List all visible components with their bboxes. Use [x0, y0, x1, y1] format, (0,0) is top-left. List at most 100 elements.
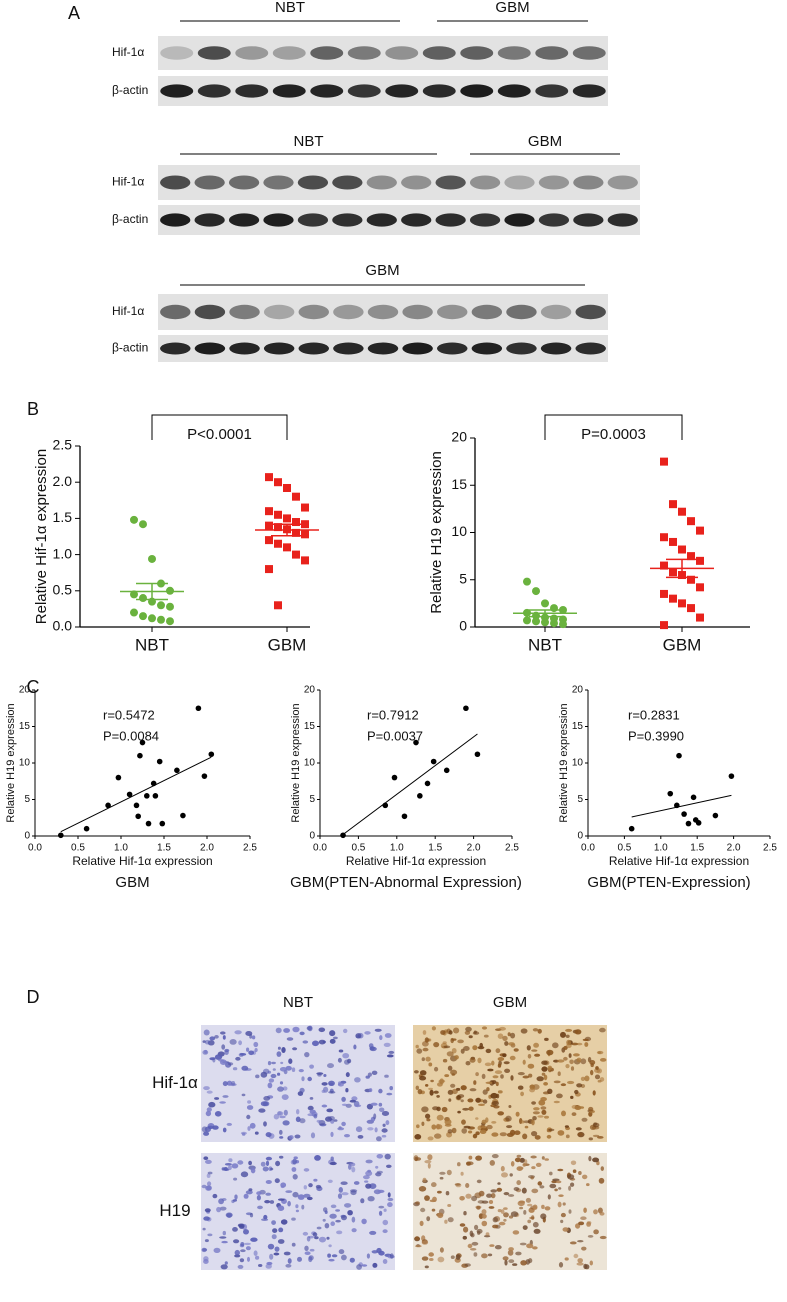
cell — [502, 1035, 508, 1041]
cell — [526, 1045, 531, 1051]
band — [471, 342, 503, 355]
cell — [279, 1067, 287, 1072]
cell — [527, 1219, 532, 1224]
cell — [531, 1131, 538, 1137]
cell — [537, 1028, 542, 1034]
cell — [327, 1179, 333, 1184]
band — [194, 175, 225, 190]
cell — [241, 1065, 249, 1071]
cell — [234, 1030, 242, 1035]
row-label: Hif-1α — [112, 175, 144, 189]
cell — [519, 1206, 524, 1210]
annotation: r=0.7912 — [367, 707, 419, 722]
cell — [229, 1039, 237, 1045]
cell — [463, 1226, 469, 1233]
band — [401, 213, 432, 227]
cell — [354, 1077, 361, 1083]
cell — [207, 1181, 212, 1186]
point — [115, 774, 122, 781]
cell — [448, 1030, 453, 1035]
cell — [283, 1109, 288, 1116]
cell — [497, 1209, 502, 1213]
cell — [265, 1132, 272, 1138]
cell — [207, 1233, 213, 1237]
x-tick-label: 2.5 — [505, 843, 519, 854]
cell — [306, 1236, 311, 1242]
cell — [384, 1033, 392, 1038]
point — [201, 773, 208, 779]
cell — [245, 1031, 253, 1036]
cell — [589, 1260, 593, 1266]
regression-line — [342, 733, 478, 835]
point — [430, 758, 437, 765]
cell — [263, 1121, 267, 1127]
cell — [532, 1116, 537, 1121]
cell — [345, 1072, 350, 1078]
cell — [466, 1161, 471, 1166]
point — [274, 523, 282, 532]
point — [137, 752, 143, 759]
cell — [428, 1062, 433, 1067]
cell — [553, 1080, 561, 1084]
cell — [322, 1218, 326, 1222]
cell — [547, 1194, 551, 1200]
cell — [278, 1198, 285, 1201]
cell — [570, 1066, 575, 1071]
cell — [234, 1254, 241, 1258]
x-tick-label: 2.5 — [243, 843, 257, 854]
cell — [428, 1038, 432, 1042]
cell — [437, 1212, 444, 1219]
cell — [532, 1028, 539, 1032]
panel-label: B — [27, 399, 39, 419]
point — [145, 820, 152, 827]
cell — [209, 1057, 216, 1061]
cell — [279, 1155, 284, 1159]
cell — [292, 1047, 298, 1051]
cell — [565, 1134, 570, 1139]
cell — [437, 1190, 442, 1194]
band — [235, 46, 269, 60]
cell — [253, 1041, 259, 1048]
cell — [487, 1253, 493, 1257]
cell — [282, 1120, 290, 1126]
cell — [238, 1040, 243, 1046]
cell — [240, 1249, 246, 1253]
row-label: Hif-1α — [152, 1073, 198, 1092]
cell — [204, 1049, 208, 1054]
cell — [450, 1083, 456, 1088]
row-label: Hif-1α — [112, 304, 144, 318]
cell — [335, 1219, 341, 1223]
cell — [261, 1218, 269, 1221]
cell — [498, 1221, 506, 1226]
cell — [508, 1042, 515, 1046]
cell — [231, 1081, 236, 1086]
cell — [528, 1073, 533, 1078]
cell — [254, 1131, 259, 1135]
cell — [568, 1185, 572, 1191]
cell — [580, 1216, 587, 1220]
cell — [540, 1213, 547, 1220]
cell — [246, 1105, 254, 1110]
cell — [208, 1101, 216, 1108]
cell — [349, 1257, 355, 1263]
cell — [451, 1088, 458, 1095]
cell — [470, 1248, 477, 1251]
cell — [239, 1258, 245, 1263]
point — [669, 594, 677, 603]
cell — [497, 1063, 502, 1068]
cell — [496, 1187, 503, 1192]
cell — [301, 1204, 305, 1210]
point — [660, 457, 668, 466]
cell — [462, 1235, 467, 1240]
cell — [560, 1219, 564, 1224]
cell — [312, 1040, 319, 1047]
cell — [272, 1228, 278, 1233]
cell — [253, 1250, 258, 1256]
cell — [321, 1082, 328, 1086]
y-tick-label: 0 — [309, 831, 315, 842]
cell — [445, 1191, 450, 1196]
cell — [513, 1048, 519, 1052]
cell — [353, 1044, 357, 1050]
point — [130, 608, 138, 617]
cell — [537, 1181, 543, 1186]
